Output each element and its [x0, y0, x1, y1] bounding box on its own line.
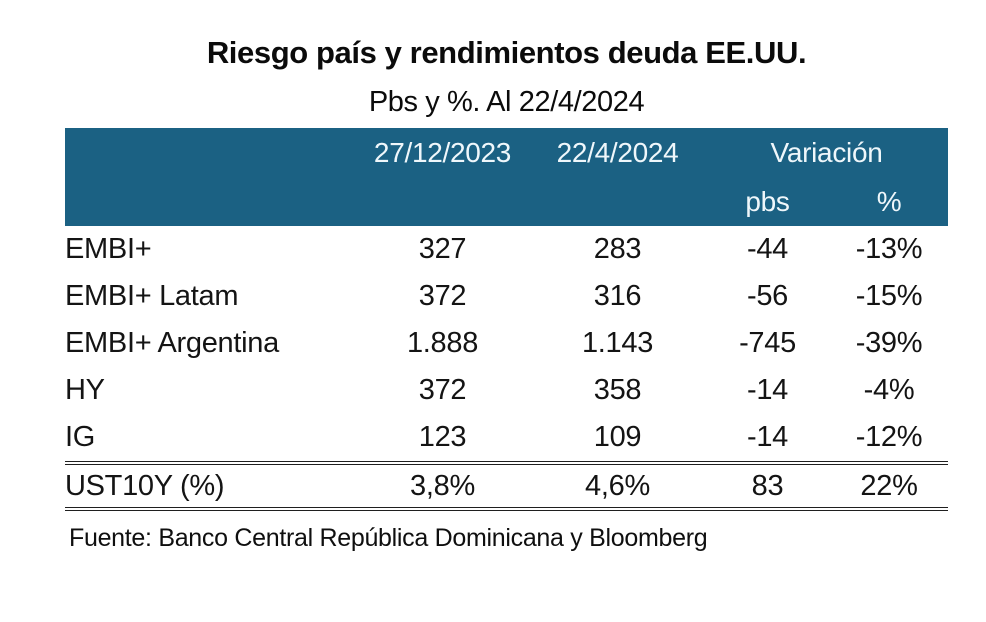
col-header-date-current: 22/4/2024: [530, 128, 705, 177]
cell-value-prev: 372: [418, 280, 467, 312]
table-body: EMBI+ 327 283 -44 -13% EMBI+ Latam 372 3…: [65, 226, 949, 511]
cell-variation-pbs: -14: [746, 421, 788, 453]
cell-value-prev: 1.888: [406, 327, 479, 359]
cell-label: EMBI+ Latam: [65, 280, 239, 312]
cell-variation-pbs: -44: [746, 233, 788, 265]
cell-value-prev: 3,8%: [355, 461, 530, 511]
cell-label: EMBI+: [65, 233, 152, 265]
col-header-pct: %: [830, 177, 949, 226]
header-row-dates: 27/12/2023 22/4/2024 Variación: [65, 128, 949, 177]
col-header-empty: [355, 177, 530, 226]
cell-variation-pct: -13%: [855, 233, 923, 265]
table-header: 27/12/2023 22/4/2024 Variación pbs %: [65, 128, 949, 226]
risk-table: 27/12/2023 22/4/2024 Variación pbs % EMB…: [65, 128, 949, 511]
cell-value-curr: 4,6%: [530, 461, 705, 511]
table-row-embi: EMBI+ 327 283 -44 -13%: [65, 226, 948, 273]
table-row-ig: IG 123 109 -14 -12%: [65, 414, 948, 463]
cell-variation-pct: -4%: [863, 374, 915, 406]
cell-variation-pbs: -14: [746, 374, 788, 406]
cell-variation-pbs: -745: [739, 327, 796, 359]
cell-label: UST10Y (%): [65, 461, 355, 511]
col-header-variation: Variación: [705, 128, 949, 177]
col-header-empty: [65, 128, 355, 177]
cell-value-prev: 372: [418, 374, 467, 406]
cell-value-prev: 123: [418, 421, 467, 453]
cell-label: IG: [65, 421, 96, 453]
cell-variation-pbs: 83: [705, 461, 830, 511]
col-header-empty: [65, 177, 355, 226]
table-row-hy: HY 372 358 -14 -4%: [65, 367, 948, 414]
table-row-ust10y: UST10Y (%) 3,8% 4,6% 83 22%: [65, 461, 949, 511]
cell-value-curr: 283: [593, 233, 642, 265]
table-row-embi-latam: EMBI+ Latam 372 316 -56 -15%: [65, 273, 948, 320]
page-title: Riesgo país y rendimientos deuda EE.UU.: [206, 35, 807, 70]
header-row-units: pbs %: [65, 177, 949, 226]
page-subtitle: Pbs y %. Al 22/4/2024: [368, 86, 645, 118]
cell-value-curr: 316: [593, 280, 642, 312]
cell-value-curr: 109: [593, 421, 642, 453]
cell-variation-pct: 22%: [830, 461, 949, 511]
cell-value-curr: 1.143: [581, 327, 654, 359]
col-header-pbs: pbs: [705, 177, 830, 226]
col-header-date-previous: 27/12/2023: [355, 128, 530, 177]
cell-variation-pct: -15%: [855, 280, 923, 312]
cell-value-curr: 358: [593, 374, 642, 406]
col-header-empty: [530, 177, 705, 226]
cell-variation-pct: -39%: [855, 327, 923, 359]
cell-label: HY: [65, 374, 105, 406]
report-card: Riesgo país y rendimientos deuda EE.UU. …: [65, 35, 949, 553]
source-note: Fuente: Banco Central República Dominica…: [69, 524, 708, 552]
table-row-embi-argentina: EMBI+ Argentina 1.888 1.143 -745 -39%: [65, 320, 948, 367]
cell-value-prev: 327: [418, 233, 467, 265]
cell-variation-pct: -12%: [855, 421, 923, 453]
cell-label: EMBI+ Argentina: [65, 327, 279, 359]
cell-variation-pbs: -56: [746, 280, 788, 312]
